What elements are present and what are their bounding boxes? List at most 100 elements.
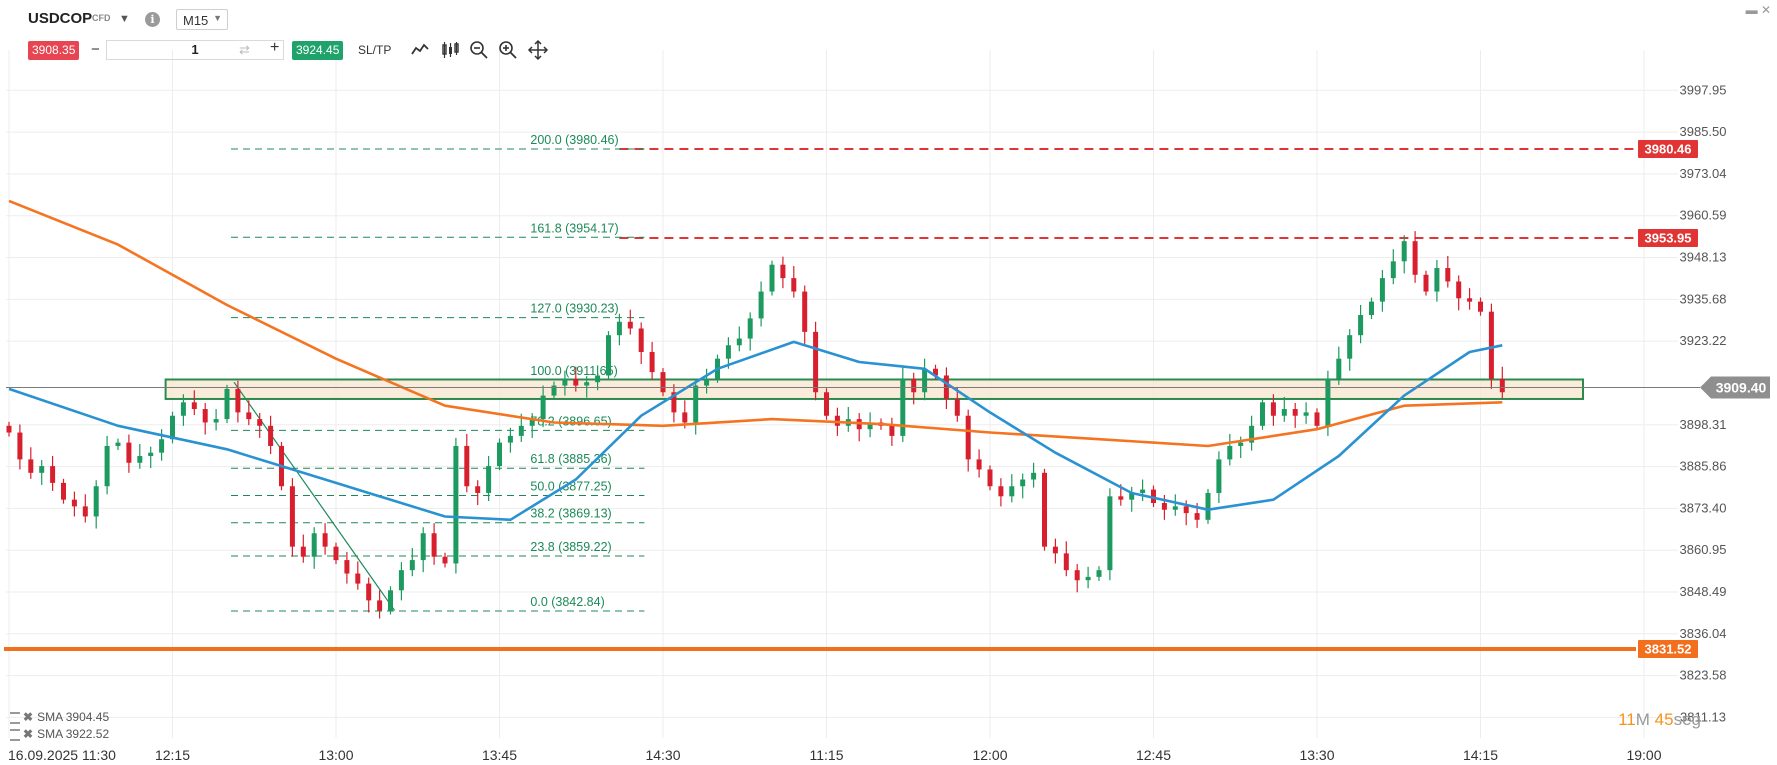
candle: [409, 548, 415, 577]
sltp-button[interactable]: SL/TP: [358, 43, 392, 57]
candle: [1478, 297, 1483, 316]
x-tick-label: 12:45: [1136, 747, 1171, 763]
candle-body: [1488, 311, 1494, 379]
candle-body: [1445, 268, 1451, 282]
candle-body: [1172, 506, 1178, 510]
candle-body: [1358, 315, 1364, 336]
decrease-quantity-button[interactable]: −: [91, 41, 100, 58]
info-icon[interactable]: i: [145, 12, 160, 27]
candle-body: [1336, 358, 1342, 379]
candle: [769, 260, 775, 296]
increase-quantity-button[interactable]: +: [270, 39, 280, 56]
candle: [813, 321, 819, 401]
candle-body: [551, 385, 557, 396]
candle: [311, 527, 317, 569]
candle-body: [507, 435, 513, 443]
legend-label: SMA 3922.52: [37, 727, 110, 741]
candle: [725, 337, 731, 369]
timeframe-select[interactable]: M15 ▼: [176, 9, 228, 30]
candle: [1009, 474, 1015, 503]
candle-body: [366, 583, 372, 601]
y-tick-label: 3898.31: [1680, 417, 1727, 432]
candle: [6, 421, 12, 437]
candle: [1423, 270, 1429, 296]
candle-body: [987, 469, 993, 487]
x-tick-label: 13:45: [482, 747, 517, 763]
candle: [464, 433, 470, 493]
candle-body: [976, 459, 982, 470]
swap-icon[interactable]: ⇄: [239, 42, 250, 57]
candle-body: [453, 445, 459, 564]
candle: [377, 590, 383, 619]
symbol-dropdown-icon[interactable]: ▼: [119, 13, 130, 25]
candlestick-icon[interactable]: [439, 39, 461, 61]
candle: [595, 365, 601, 391]
close-icon[interactable]: ✖: [23, 710, 34, 724]
candle: [202, 402, 208, 435]
candle-body: [954, 398, 960, 416]
close-icon[interactable]: ✖: [23, 727, 34, 741]
countdown-minutes-unit: M: [1635, 710, 1650, 729]
candle-body: [638, 328, 644, 352]
candle-body: [311, 533, 317, 557]
crosshair-move-icon[interactable]: [527, 39, 549, 61]
y-tick-label: 3873.40: [1680, 500, 1727, 515]
zoom-in-icon[interactable]: [497, 39, 519, 61]
candle: [115, 438, 121, 450]
y-tick-label: 3997.95: [1680, 82, 1727, 97]
candle-body: [758, 291, 764, 319]
quantity-input[interactable]: 1: [106, 40, 284, 60]
fibonacci-level-label: 127.0 (3930.23): [530, 302, 618, 316]
candle-body: [431, 533, 437, 557]
candle-body: [213, 419, 219, 423]
candle: [1445, 255, 1451, 288]
candle-body: [1227, 445, 1233, 460]
candle-body: [1303, 412, 1309, 416]
legend-sma-fast[interactable]: ✖ SMA 3922.52: [10, 727, 109, 741]
candle: [1031, 462, 1037, 488]
candle: [900, 366, 906, 442]
candle-body: [300, 546, 306, 557]
candle-body: [409, 560, 415, 571]
candle-body: [649, 351, 655, 373]
candle: [1227, 433, 1233, 466]
candle: [562, 370, 568, 396]
candle-body: [1042, 472, 1047, 547]
sell-price-button[interactable]: 3908.35: [28, 41, 80, 60]
candle: [50, 456, 56, 491]
candle-body: [93, 486, 99, 517]
candle: [616, 313, 622, 346]
symbol-name[interactable]: USDCOP: [28, 10, 93, 27]
candle: [1052, 538, 1058, 564]
candle: [1270, 394, 1276, 426]
candle: [366, 577, 372, 613]
line-chart-icon[interactable]: [409, 39, 431, 61]
candle: [17, 424, 23, 470]
candle-body: [1456, 281, 1462, 299]
candle-body: [834, 415, 840, 426]
candle: [61, 478, 66, 504]
list-icon: [10, 728, 20, 741]
candle-body: [595, 375, 601, 383]
support-zone-rectangle: [164, 378, 1585, 400]
legend-sma-slow[interactable]: ✖ SMA 3904.45: [10, 710, 109, 724]
candle-body: [606, 335, 611, 376]
candle: [344, 552, 350, 584]
candle-body: [529, 419, 535, 426]
candle-body: [137, 456, 143, 463]
candle: [824, 388, 829, 420]
candle-body: [50, 466, 56, 483]
y-tick-label: 3848.49: [1680, 584, 1727, 599]
price-tag-background: [1638, 140, 1698, 159]
candle: [420, 527, 426, 573]
zoom-out-icon[interactable]: [468, 39, 490, 61]
candle: [1401, 235, 1407, 274]
window-controls-icon[interactable]: ▬ ✕: [1745, 3, 1771, 17]
candle-body: [1434, 268, 1440, 292]
buy-price-button[interactable]: 3924.45: [292, 41, 344, 60]
chevron-down-icon: ▼: [213, 13, 222, 23]
candle-body: [1052, 546, 1058, 554]
candle: [1129, 486, 1135, 512]
candle: [1379, 270, 1385, 312]
